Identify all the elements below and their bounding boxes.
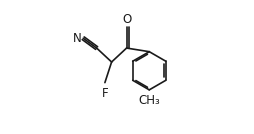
Text: CH₃: CH₃	[138, 94, 160, 107]
Text: N: N	[73, 32, 81, 45]
Text: F: F	[102, 87, 108, 100]
Text: O: O	[122, 13, 131, 26]
